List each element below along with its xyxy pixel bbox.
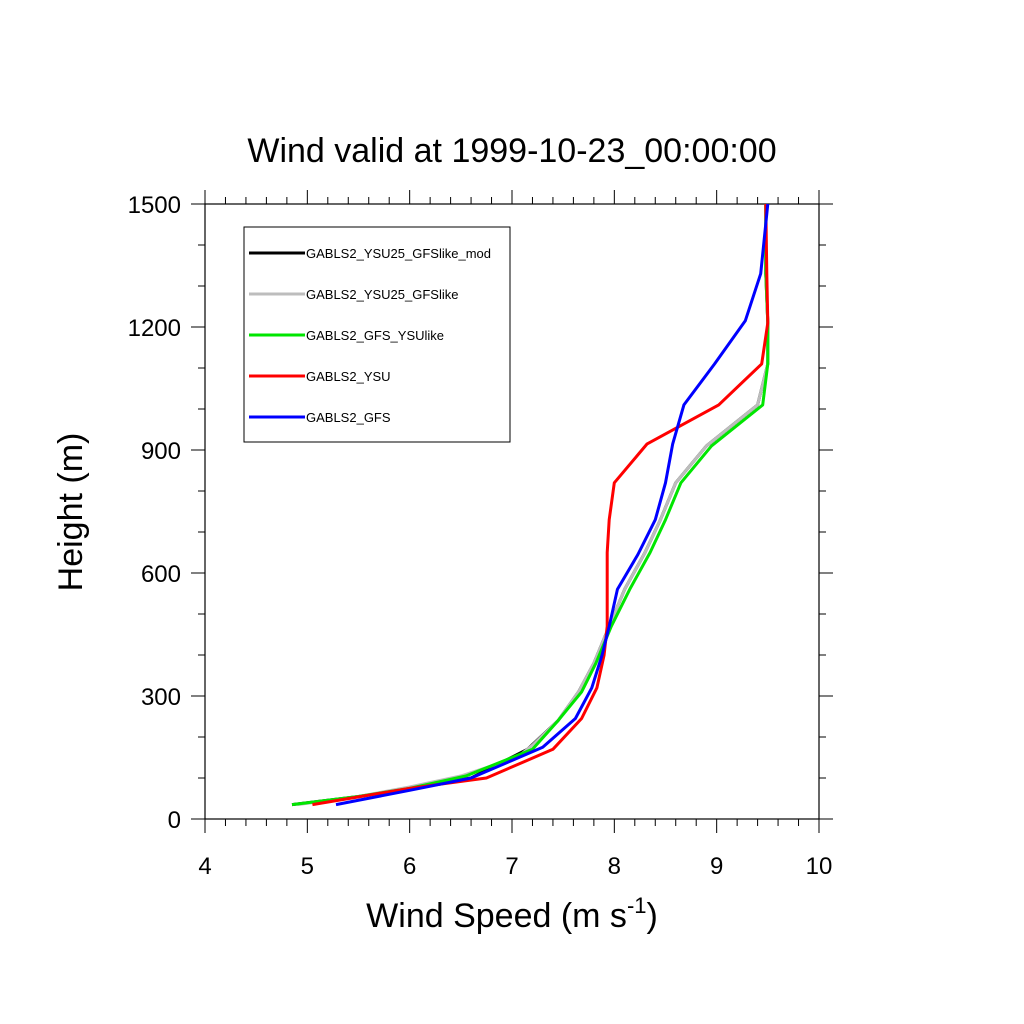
x-tick-label: 9	[710, 853, 723, 880]
legend-label: GABLS2_GFS	[306, 410, 391, 425]
x-tick-label: 7	[505, 853, 518, 880]
y-tick-label: 1500	[128, 192, 181, 219]
x-tick-label: 10	[806, 853, 833, 880]
x-tick-label: 6	[403, 853, 416, 880]
legend-label: GABLS2_YSU25_GFSlike	[306, 287, 458, 302]
x-axis-label: Wind Speed (m s-1)	[366, 893, 658, 935]
series-group	[291, 203, 770, 807]
legend-label: GABLS2_GFS_YSUlike	[306, 328, 444, 343]
axes: 4 5 6 7 8 9 10 0 300 600 900 1200 1500	[128, 190, 833, 880]
y-tick-label: 1200	[128, 315, 181, 342]
x-axis-label-superscript: -1	[627, 893, 647, 918]
x-tick-label: 5	[301, 853, 314, 880]
series-line	[335, 203, 770, 807]
y-tick-label: 300	[141, 684, 181, 711]
y-tick-label: 900	[141, 438, 181, 465]
legend-label: GABLS2_YSU25_GFSlike_mod	[306, 246, 491, 261]
x-axis-label-close: )	[647, 897, 658, 935]
legend: GABLS2_YSU25_GFSlike_mod GABLS2_YSU25_GFS…	[243, 226, 511, 443]
x-tick-label: 4	[198, 853, 211, 880]
y-axis-label: Height (m)	[52, 433, 90, 592]
legend-label: GABLS2_YSU	[306, 369, 391, 384]
x-tick-label: 8	[608, 853, 621, 880]
chart-title: Wind valid at 1999-10-23_00:00:00	[247, 132, 776, 170]
series-line	[291, 204, 770, 807]
x-axis-label-main: Wind Speed (m s	[366, 897, 627, 935]
y-tick-label: 600	[141, 561, 181, 588]
series-line	[312, 203, 770, 807]
y-tick-label: 0	[168, 807, 181, 834]
